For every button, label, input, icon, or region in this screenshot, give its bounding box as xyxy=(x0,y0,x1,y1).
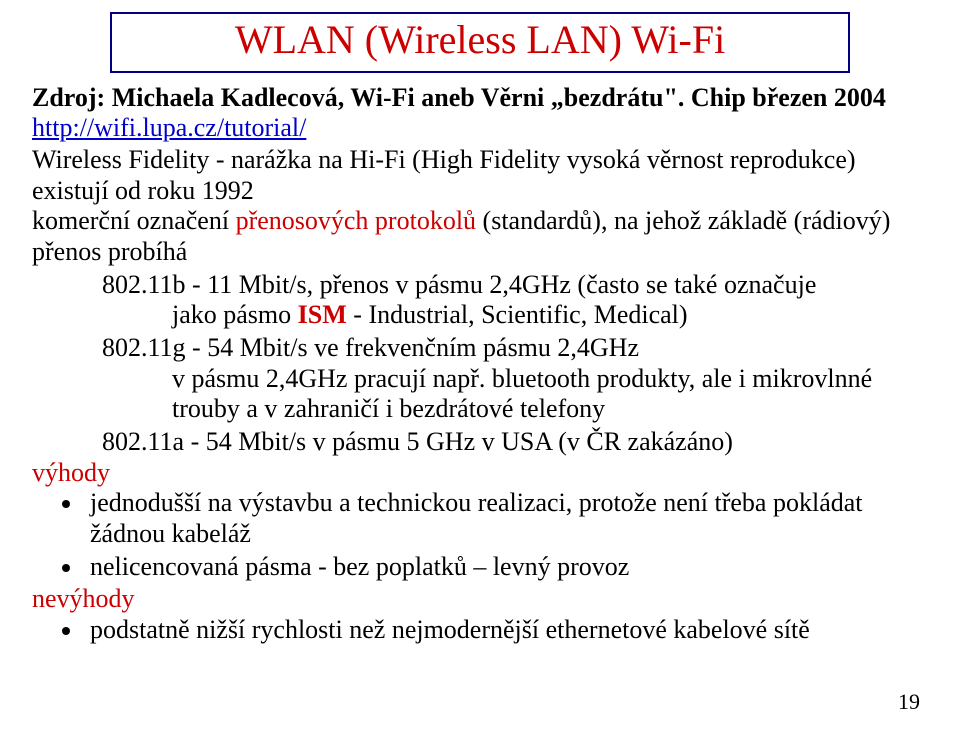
std-b-prefix: jako pásmo xyxy=(172,300,298,329)
intro3-highlight: přenosových protokolů xyxy=(236,206,476,235)
list-item: jednodušší na výstavbu a technickou real… xyxy=(84,488,928,551)
list-item: podstatně nižší rychlosti než nejmoderně… xyxy=(84,615,928,648)
std-b-suffix: - Industrial, Scientific, Medical) xyxy=(347,300,688,329)
slide-title: WLAN (Wireless LAN) Wi-Fi xyxy=(120,16,840,63)
standard-802-11a: 802.11a - 54 Mbit/s v pásmu 5 GHz v USA … xyxy=(102,427,928,458)
std-b-ism: ISM xyxy=(298,300,347,329)
advantages-list: jednodušší na výstavbu a technickou real… xyxy=(84,488,928,584)
title-box: WLAN (Wireless LAN) Wi-Fi xyxy=(110,12,850,73)
intro-line-2: existují od roku 1992 xyxy=(32,176,928,207)
standard-802-11b-line1: 802.11b - 11 Mbit/s, přenos v pásmu 2,4G… xyxy=(102,270,928,301)
source-citation: Zdroj: Michaela Kadlecová, Wi-Fi aneb Vě… xyxy=(32,83,928,113)
disadvantages-list: podstatně nižší rychlosti než nejmoderně… xyxy=(84,615,928,648)
intro3-prefix: komerční označení xyxy=(32,206,236,235)
disadvantages-label: nevýhody xyxy=(32,584,928,615)
intro-line-1: Wireless Fidelity - narážka na Hi-Fi (Hi… xyxy=(32,145,928,176)
page-number: 19 xyxy=(898,689,920,715)
standard-802-11g-line1: 802.11g - 54 Mbit/s ve frekvenčním pásmu… xyxy=(102,333,928,364)
slide-page: WLAN (Wireless LAN) Wi-Fi Zdroj: Michael… xyxy=(0,0,960,729)
intro-line-3: komerční označení přenosových protokolů … xyxy=(32,206,928,267)
standard-802-11g-line2: v pásmu 2,4GHz pracují např. bluetooth p… xyxy=(172,364,928,425)
standard-802-11b-line2: jako pásmo ISM - Industrial, Scientific,… xyxy=(172,300,928,331)
source-link[interactable]: http://wifi.lupa.cz/tutorial/ xyxy=(32,113,928,143)
advantages-label: výhody xyxy=(32,458,928,489)
list-item: nelicencovaná pásma - bez poplatků – lev… xyxy=(84,552,928,585)
